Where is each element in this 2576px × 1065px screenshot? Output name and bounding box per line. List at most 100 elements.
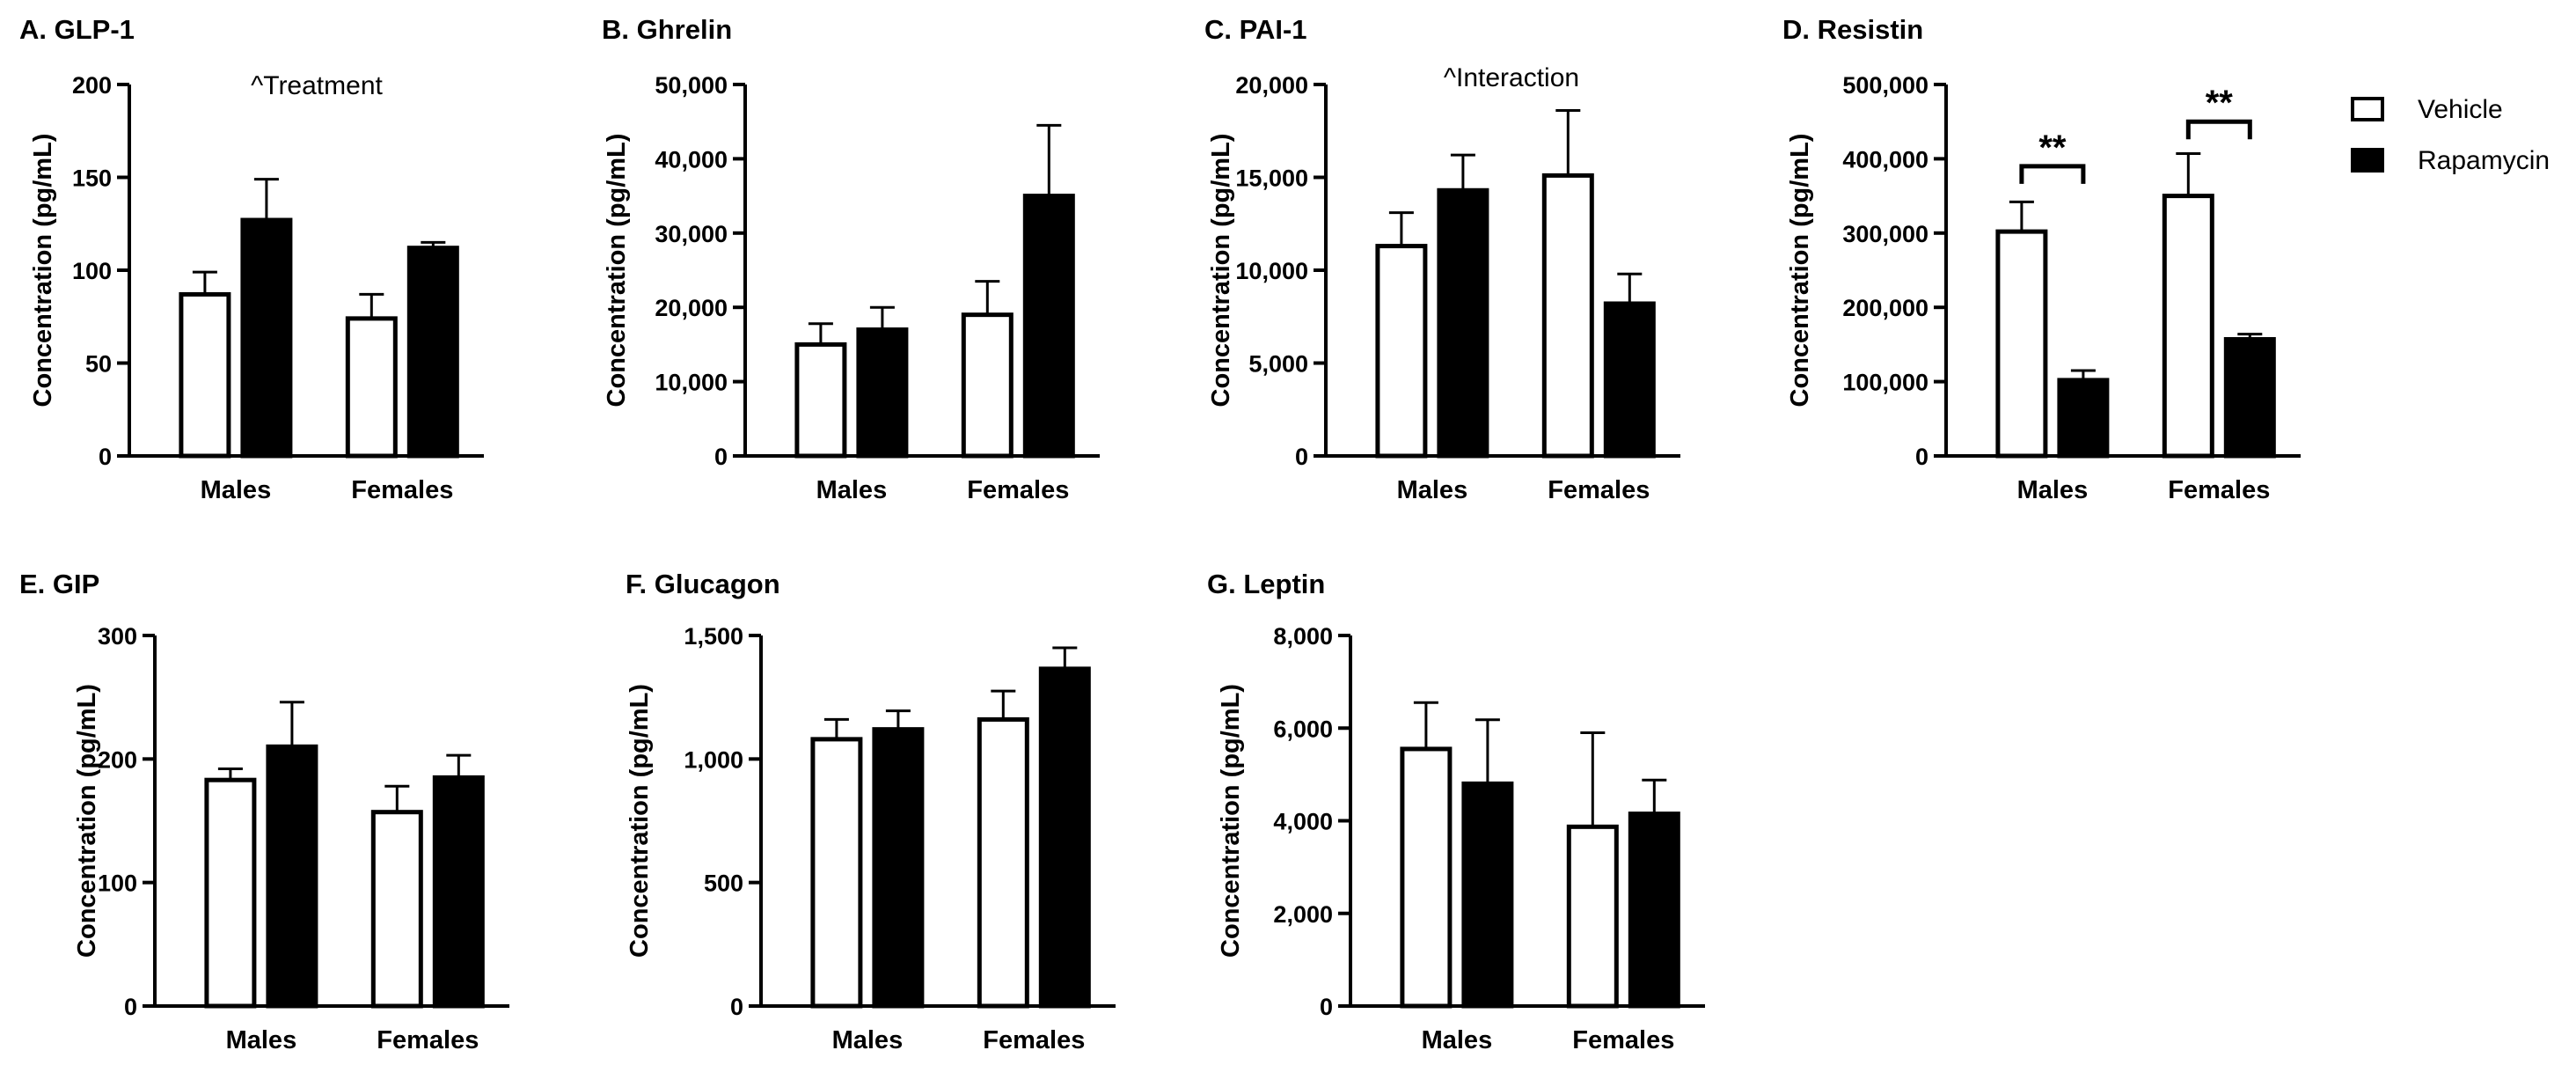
panel-title: E. GIP (19, 569, 99, 599)
bar-rapamycin (266, 744, 318, 1009)
y-tick-label: 0 (1295, 444, 1308, 470)
y-tick-label: 10,000 (1235, 258, 1308, 284)
bar-vehicle (1566, 824, 1619, 1009)
x-category-label: Males (2017, 476, 2089, 504)
chart-panel: A. GLP-1 0 50 100 150 200 Concentration (pg/mL… (19, 14, 484, 504)
x-category-label: Males (816, 476, 888, 504)
y-axis-label: Concentration (pg/mL) (1786, 134, 1814, 408)
y-axis-label: Concentration (pg/mL) (73, 684, 101, 958)
y-tick-label: 0 (124, 994, 137, 1020)
y-tick-label: 5,000 (1248, 351, 1308, 378)
y-axis-label: Concentration (pg/mL) (1207, 134, 1235, 408)
x-category-label: Females (983, 1026, 1085, 1054)
effect-annotation: ^Treatment (251, 71, 383, 100)
legend-swatch-rapamycin (2351, 148, 2384, 173)
x-category-label: Males (226, 1026, 297, 1054)
effect-annotation: ^Interaction (1444, 63, 1579, 92)
legend: Vehicle Rapamycin (2351, 95, 2550, 175)
chart-panel: G. Leptin 0 2,000 4,000 6,000 8,000 Concentrat… (1207, 569, 1705, 1054)
bar-vehicle (961, 312, 1014, 459)
x-category-label: Females (377, 1026, 479, 1054)
bar-vehicle (345, 316, 398, 459)
legend-swatch-vehicle (2351, 97, 2384, 121)
y-tick-label: 0 (714, 444, 728, 470)
legend-label-vehicle: Vehicle (2418, 95, 2503, 124)
x-category-label: Males (1397, 476, 1468, 504)
chart-panel: C. PAI-1 0 5,000 10,000 15,000 20,000 Concentr… (1204, 14, 1680, 504)
bar-rapamycin (2057, 378, 2110, 459)
y-axis-label: Concentration (pg/mL) (603, 134, 631, 408)
bar-vehicle (2162, 194, 2214, 459)
panel-title: F. Glucagon (626, 569, 780, 599)
bar-vehicle (1375, 244, 1428, 459)
significance-bracket (2185, 119, 2252, 140)
y-tick-label: 0 (730, 994, 743, 1020)
y-tick-label: 1,000 (684, 746, 743, 773)
x-category-label: Males (832, 1026, 904, 1054)
x-category-label: Females (967, 476, 1069, 504)
bar-vehicle (977, 716, 1029, 1009)
y-tick-label: 40,000 (655, 146, 728, 173)
y-tick-label: 100,000 (1842, 370, 1928, 396)
bar-rapamycin (1603, 301, 1656, 459)
panel-title: B. Ghrelin (602, 14, 732, 45)
chart-panel: D. Resistin 0 100,000 200,000 300,000 400,000… (1782, 14, 2301, 504)
panel-title: D. Resistin (1782, 14, 1923, 45)
bar-vehicle (1995, 229, 2048, 459)
y-tick-label: 200 (72, 72, 112, 99)
bar-rapamycin (872, 727, 925, 1009)
y-tick-label: 300,000 (1842, 221, 1928, 247)
bar-rapamycin (406, 246, 459, 459)
y-tick-label: 100 (98, 870, 137, 897)
y-tick-label: 50,000 (655, 72, 728, 99)
bar-rapamycin (1628, 812, 1680, 1009)
y-tick-label: 200,000 (1842, 295, 1928, 321)
y-tick-label: 150 (72, 165, 112, 192)
y-tick-label: 500,000 (1842, 72, 1928, 99)
y-tick-label: 20,000 (1235, 72, 1308, 99)
bar-vehicle (794, 342, 847, 459)
x-category-label: Females (351, 476, 453, 504)
bar-vehicle (370, 810, 423, 1009)
y-tick-label: 30,000 (655, 221, 728, 247)
y-tick-label: 1,500 (684, 623, 743, 650)
x-category-label: Females (1572, 1026, 1674, 1054)
y-tick-label: 100 (72, 258, 112, 284)
panel-title: G. Leptin (1207, 569, 1325, 599)
chart-panel: F. Glucagon 0 500 1,000 1,500 Concentration (… (626, 569, 1116, 1054)
significance-label: ** (2038, 129, 2067, 167)
x-category-label: Females (2168, 476, 2270, 504)
y-tick-label: 0 (1915, 444, 1928, 470)
bar-vehicle (1541, 173, 1594, 459)
bar-rapamycin (856, 327, 909, 459)
legend-label-rapamycin: Rapamycin (2418, 146, 2550, 175)
y-axis-label: Concentration (pg/mL) (1217, 684, 1245, 958)
y-tick-label: 500 (704, 870, 743, 897)
y-axis-label: Concentration (pg/mL) (626, 684, 654, 958)
y-tick-label: 0 (99, 444, 112, 470)
panel-title: A. GLP-1 (19, 14, 135, 45)
y-tick-label: 6,000 (1273, 716, 1333, 742)
bar-rapamycin (1022, 194, 1075, 459)
chart-panel: E. GIP 0 100 200 300 Concentration (pg/mL) Mal… (19, 569, 509, 1054)
significance-bracket (2019, 164, 2086, 184)
y-tick-label: 10,000 (655, 370, 728, 396)
bar-rapamycin (432, 775, 485, 1009)
y-tick-label: 50 (85, 351, 112, 378)
x-category-label: Males (1422, 1026, 1493, 1054)
bar-rapamycin (1437, 187, 1489, 459)
significance-label: ** (2206, 84, 2234, 122)
y-tick-label: 0 (1320, 994, 1333, 1020)
y-tick-label: 2,000 (1273, 901, 1333, 928)
x-category-label: Males (201, 476, 272, 504)
y-tick-label: 15,000 (1235, 165, 1308, 192)
bar-rapamycin (1461, 781, 1514, 1009)
y-tick-label: 8,000 (1273, 623, 1333, 650)
y-tick-label: 300 (98, 623, 137, 650)
y-tick-label: 200 (98, 746, 137, 773)
y-tick-label: 20,000 (655, 295, 728, 321)
bar-vehicle (179, 291, 231, 459)
bar-vehicle (810, 737, 863, 1009)
